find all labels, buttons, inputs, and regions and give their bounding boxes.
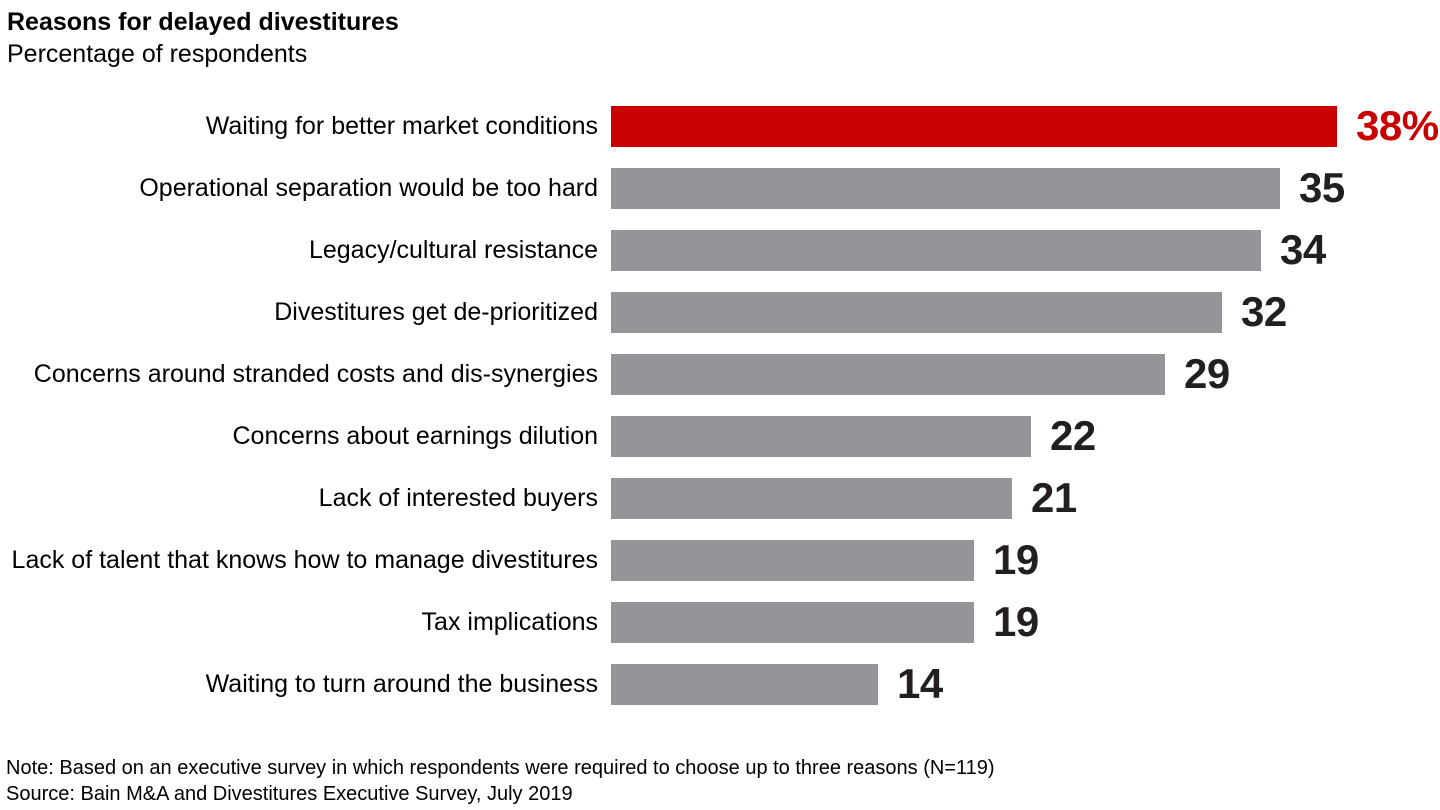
bar-value: 21 — [1031, 474, 1077, 521]
chart-title: Reasons for delayed divestitures — [7, 8, 399, 36]
bar-label: Concerns around stranded costs and dis-s… — [33, 360, 598, 388]
bar-value: 32 — [1241, 288, 1287, 335]
bar-chart: Waiting for better market conditions 38%… — [0, 95, 1440, 715]
bar-label: Tax implications — [421, 608, 598, 636]
chart-footer: Note: Based on an executive survey in wh… — [6, 755, 995, 807]
bar — [611, 663, 878, 705]
bar-value: 34 — [1280, 226, 1326, 273]
bar-label: Waiting to turn around the business — [205, 670, 598, 698]
bar-track — [611, 291, 1222, 333]
bar-label: Lack of interested buyers — [318, 484, 598, 512]
bar-row: Legacy/cultural resistance 34 — [0, 219, 1440, 281]
bar-track — [611, 167, 1280, 209]
bar — [611, 229, 1261, 271]
bar-track — [611, 663, 878, 705]
bar-label: Waiting for better market conditions — [205, 112, 598, 140]
bar-label: Operational separation would be too hard — [139, 174, 598, 202]
bar-label: Divestitures get de-prioritized — [274, 298, 598, 326]
bar-track — [611, 539, 974, 581]
bar — [611, 291, 1222, 333]
bar-row: Divestitures get de-prioritized 32 — [0, 281, 1440, 343]
bar-value: 19 — [993, 536, 1039, 583]
bar-track — [611, 415, 1031, 457]
bar — [611, 105, 1337, 147]
bar-value: 14 — [897, 660, 943, 707]
bar-value: 29 — [1184, 350, 1230, 397]
bar-label: Concerns about earnings dilution — [232, 422, 598, 450]
bar-row: Operational separation would be too hard… — [0, 157, 1440, 219]
bar-row: Lack of talent that knows how to manage … — [0, 529, 1440, 591]
bar — [611, 415, 1031, 457]
bar-row: Waiting to turn around the business 14 — [0, 653, 1440, 715]
bar — [611, 167, 1280, 209]
bar-label: Legacy/cultural resistance — [308, 236, 598, 264]
bar-value: 19 — [993, 598, 1039, 645]
bar-track — [611, 477, 1012, 519]
bar-track — [611, 105, 1337, 147]
bar-row: Tax implications 19 — [0, 591, 1440, 653]
bar — [611, 353, 1165, 395]
bar-track — [611, 229, 1261, 271]
bar-row: Waiting for better market conditions 38% — [0, 95, 1440, 157]
bar — [611, 601, 974, 643]
bar-row: Concerns around stranded costs and dis-s… — [0, 343, 1440, 405]
bar-label: Lack of talent that knows how to manage … — [11, 546, 598, 574]
source-text: Source: Bain M&A and Divestitures Execut… — [6, 783, 573, 805]
bar-value: 22 — [1050, 412, 1096, 459]
note-text: Note: Based on an executive survey in wh… — [6, 757, 995, 779]
bar-track — [611, 353, 1165, 395]
bar — [611, 477, 1012, 519]
bar-row: Concerns about earnings dilution 22 — [0, 405, 1440, 467]
bar-track — [611, 601, 974, 643]
chart-header: Reasons for delayed divestitures Percent… — [7, 6, 399, 70]
bar-row: Lack of interested buyers 21 — [0, 467, 1440, 529]
bar — [611, 539, 974, 581]
chart-subtitle: Percentage of respondents — [7, 40, 308, 68]
bar-value: 38% — [1356, 102, 1439, 149]
bar-value: 35 — [1299, 164, 1345, 211]
